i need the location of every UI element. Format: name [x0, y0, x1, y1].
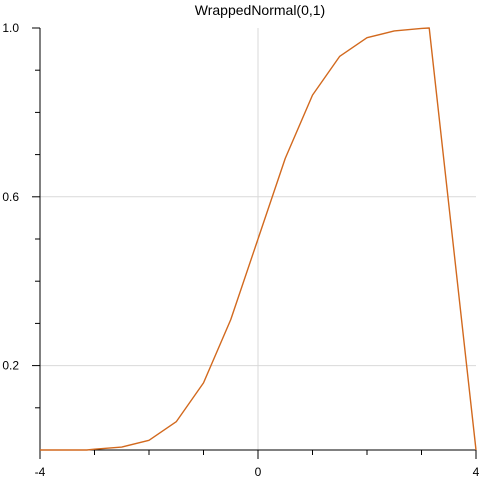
- tick-labels: -4 0 4 0.2 0.6 1.0: [2, 21, 479, 479]
- chart-title: WrappedNormal(0,1): [195, 2, 325, 18]
- y-tick-label: 0.2: [2, 359, 19, 373]
- y-tick-label: 0.6: [2, 190, 19, 204]
- y-tick-label: 1.0: [2, 21, 19, 35]
- x-tick-label: 4: [473, 465, 480, 479]
- x-tick-label: 0: [255, 465, 262, 479]
- x-tick-label: -4: [35, 465, 46, 479]
- ticks: [32, 27, 477, 459]
- series-line: [40, 27, 477, 451]
- series: [40, 27, 477, 451]
